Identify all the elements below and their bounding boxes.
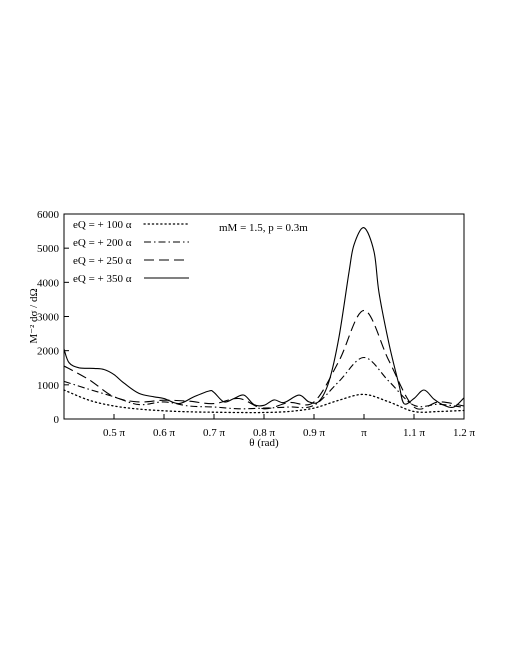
legend-label-2: eQ = + 200 α	[73, 237, 132, 249]
annotation: mM = 1.5, p = 0.3m	[219, 222, 308, 234]
x-tick-label: 0.9 π	[303, 427, 326, 439]
y-tick-label: 2000	[37, 346, 60, 358]
y-tick-label: 5000	[37, 243, 60, 255]
y-tick-label: 4000	[37, 277, 60, 289]
x-axis-label: θ (rad)	[249, 437, 279, 449]
y-axis: 0 1000 2000 3000 4000 5000 6000	[37, 209, 69, 426]
legend-label-3: eQ = + 250 α	[73, 255, 132, 267]
x-tick-label: 1.2 π	[453, 427, 476, 439]
series-layer	[63, 227, 465, 414]
y-axis-label: M⁻² dσ / dΩ	[28, 288, 40, 343]
y-tick-label: 1000	[37, 380, 60, 392]
x-tick-label: 0.8 π	[253, 427, 276, 439]
x-axis: 0.5 π 0.6 π 0.7 π 0.8 π 0.9 π π 1.1 π 1.2 π	[103, 414, 476, 439]
legend-label-4: eQ = + 350 α	[73, 273, 132, 285]
y-tick-label: 6000	[37, 209, 60, 221]
x-tick-label: 0.5 π	[103, 427, 126, 439]
x-tick-label: π	[361, 427, 367, 439]
y-tick-label: 3000	[37, 312, 60, 324]
legend: eQ = + 100 α eQ = + 200 α eQ = + 250 α eQ =…	[73, 219, 190, 285]
x-tick-label: 1.1 π	[403, 427, 426, 439]
y-tick-label: 0	[54, 414, 60, 426]
series-line-2	[63, 356, 465, 410]
legend-label-1: eQ = + 100 α	[73, 219, 132, 231]
series-line-4	[63, 227, 465, 409]
x-tick-label: 0.6 π	[153, 427, 176, 439]
series-line-1	[63, 389, 465, 414]
series-line-3	[63, 309, 465, 410]
x-tick-label: 0.7 π	[203, 427, 226, 439]
